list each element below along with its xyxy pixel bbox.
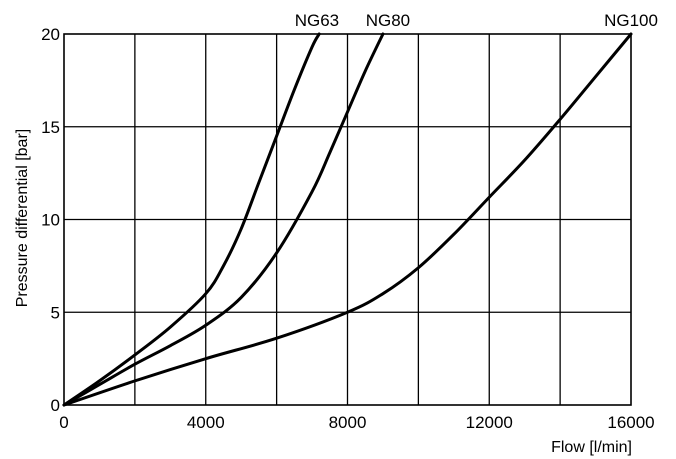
grid <box>64 34 631 405</box>
y-tick-label: 0 <box>51 396 60 415</box>
series-line-ng63 <box>62 32 321 407</box>
x-tick-label: 8000 <box>329 413 367 432</box>
y-tick-label: 5 <box>51 303 60 322</box>
series-label-ng63: NG63 <box>295 11 339 30</box>
series-labels: NG63 NG80 NG100 <box>295 11 658 30</box>
x-axis-label: Flow [l/min] <box>551 439 632 456</box>
x-tick-label: 16000 <box>607 413 654 432</box>
y-tick-label: 10 <box>41 211 60 230</box>
series-line-ng80 <box>62 32 385 407</box>
tick-labels: 0 4000 8000 12000 16000 0 5 10 15 20 <box>41 25 655 432</box>
series-line-ng100 <box>62 32 633 407</box>
x-tick-label: 4000 <box>187 413 225 432</box>
x-tick-label: 0 <box>59 413 68 432</box>
labels: Pressure differential [bar] Flow [l/min] <box>14 129 632 456</box>
y-tick-label: 15 <box>41 118 60 137</box>
plot-frame <box>63 33 632 406</box>
series-lines <box>62 32 633 407</box>
series-label-ng100: NG100 <box>604 11 658 30</box>
y-axis-label: Pressure differential [bar] <box>14 129 31 307</box>
plot-border <box>63 33 632 406</box>
y-tick-label: 20 <box>41 25 60 44</box>
x-tick-label: 12000 <box>466 413 513 432</box>
series-label-ng80: NG80 <box>366 11 410 30</box>
